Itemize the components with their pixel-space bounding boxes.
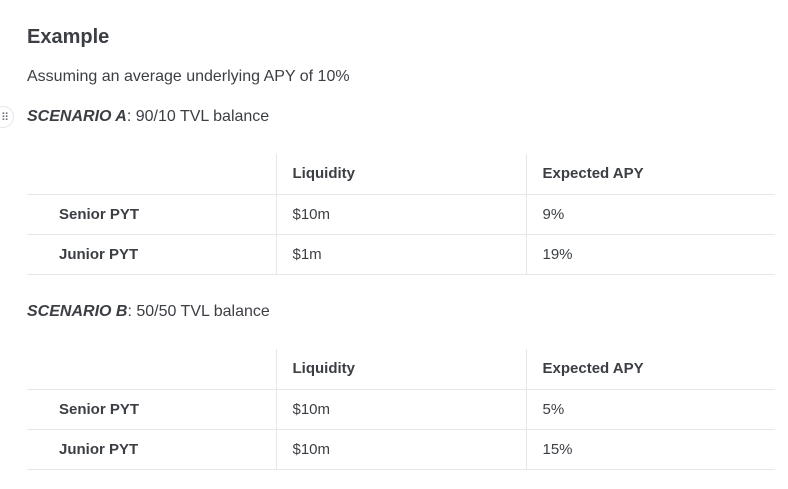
row-label: Junior PYT — [27, 234, 276, 275]
apy-cell: 5% — [525, 389, 775, 430]
intro-text: Assuming an average underlying APY of 10… — [27, 68, 350, 85]
table-row: Senior PYT $10m 5% — [27, 389, 775, 430]
column-header-empty — [27, 154, 276, 195]
table-header-row: Liquidity Expected APY — [27, 154, 775, 195]
scenario-b-desc: : 50/50 TVL balance — [127, 303, 270, 320]
scenario-a-name: SCENARIO A — [27, 108, 127, 125]
apy-cell: 9% — [525, 194, 775, 235]
liquidity-cell: $10m — [275, 389, 526, 430]
table-row: Junior PYT $10m 15% — [27, 429, 775, 470]
apy-cell: 15% — [525, 429, 775, 470]
table-row: Junior PYT $1m 19% — [27, 234, 775, 275]
liquidity-cell: $10m — [275, 194, 526, 235]
scenario-a-table: Liquidity Expected APY Senior PYT $10m 9… — [27, 154, 775, 275]
column-header-liquidity: Liquidity — [275, 349, 526, 390]
scenario-b-table: Liquidity Expected APY Senior PYT $10m 5… — [27, 349, 775, 470]
table-header-row: Liquidity Expected APY — [27, 349, 775, 390]
column-header-expected-apy: Expected APY — [525, 349, 775, 390]
column-header-empty — [27, 349, 276, 390]
drag-handle-icon[interactable]: ⠿ — [0, 106, 14, 128]
scenario-a-title: SCENARIO A: 90/10 TVL balance — [27, 108, 269, 126]
liquidity-cell: $1m — [275, 234, 526, 275]
section-heading: Example — [27, 26, 110, 48]
row-label: Senior PYT — [27, 194, 276, 235]
apy-cell: 19% — [525, 234, 775, 275]
column-header-expected-apy: Expected APY — [525, 154, 775, 195]
table-row: Senior PYT $10m 9% — [27, 194, 775, 235]
row-label: Senior PYT — [27, 389, 276, 430]
liquidity-cell: $10m — [275, 429, 526, 470]
scenario-b-name: SCENARIO B — [27, 303, 128, 320]
scenario-a-desc: : 90/10 TVL balance — [126, 108, 270, 125]
row-label: Junior PYT — [27, 429, 276, 470]
scenario-b-title: SCENARIO B: 50/50 TVL balance — [27, 303, 270, 321]
column-header-liquidity: Liquidity — [275, 154, 526, 195]
